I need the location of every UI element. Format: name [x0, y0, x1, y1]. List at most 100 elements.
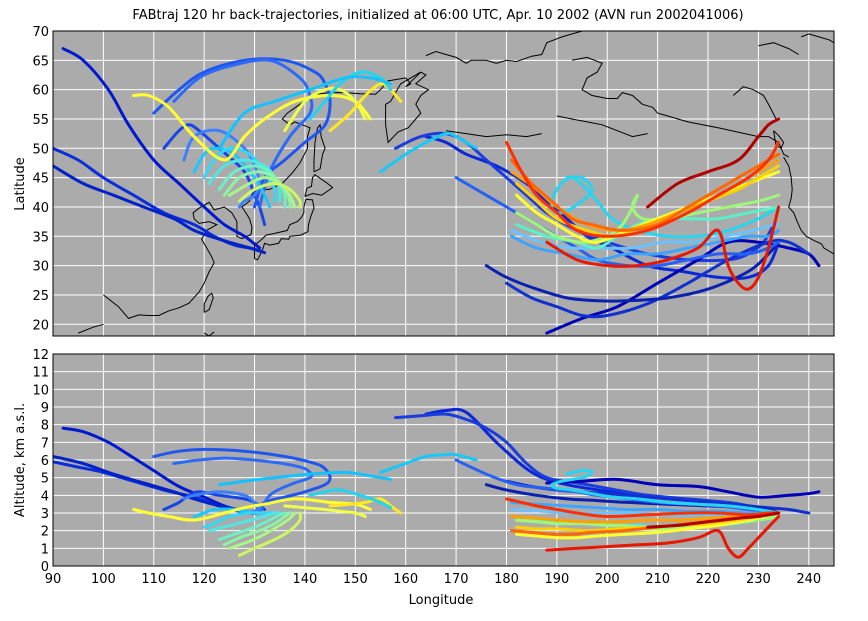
coastline-segment	[203, 292, 214, 313]
trajectory-altitude-line	[545, 515, 781, 559]
latitude-tick-labels: 20 25 30 35 40 45 50 55 60 65 70	[32, 25, 49, 333]
altitude-tick-label: 5	[41, 472, 49, 487]
trajectory-line	[505, 140, 781, 238]
trajectory-altitude-line	[237, 511, 303, 557]
altitude-tick-label: 10	[32, 383, 49, 398]
trajectory-line	[217, 164, 287, 209]
coastline-segment	[571, 56, 789, 158]
longitude-tick-label: 180	[494, 572, 519, 587]
altitude-tick-label: 2	[41, 525, 49, 540]
trajectory-line	[61, 47, 262, 250]
longitude-tick-label: 100	[91, 572, 116, 587]
trajectory-line	[227, 176, 297, 209]
coastline-segment	[203, 331, 215, 336]
altitude-tick-label: 12	[32, 348, 49, 363]
coastline-segment	[445, 130, 542, 138]
trajectory-altitude-line	[152, 447, 332, 515]
coastline-segment	[758, 42, 799, 55]
longitude-axis-label: Longitude	[409, 593, 474, 608]
trajectory-altitude-line	[217, 470, 393, 487]
latitude-axis-label: Latitude	[13, 157, 28, 211]
latitude-tick-label: 20	[32, 318, 49, 333]
altitude-tick-label: 4	[41, 489, 49, 504]
trajectory-line	[545, 239, 821, 335]
trajectory-line	[132, 93, 372, 162]
altitude-tick-label: 8	[41, 419, 49, 434]
longitude-tick-label: 150	[343, 572, 368, 587]
trajectory-altitude-line	[207, 511, 282, 533]
trajectory-altitude-line	[132, 497, 372, 522]
longitude-tick-label: 160	[393, 572, 418, 587]
altitude-tick-label: 3	[41, 507, 49, 522]
altitude-tick-label: 9	[41, 401, 49, 416]
longitude-tick-label: 130	[242, 572, 267, 587]
latitude-tick-label: 35	[32, 230, 49, 245]
map-panel: 20 25 30 35 40 45 50 55 60 65 70 Latitude	[13, 25, 835, 337]
altitude-tick-label: 7	[41, 436, 49, 451]
trajectory-line	[283, 86, 367, 133]
trajectory-line	[545, 205, 781, 291]
trajectory-line	[237, 182, 303, 209]
trajectory-altitude-line	[646, 511, 781, 529]
trajectory-altitude-line	[308, 488, 393, 510]
coastline-segment	[556, 115, 648, 138]
longitude-tick-label: 200	[595, 572, 620, 587]
altitude-trajectories	[53, 407, 821, 559]
longitude-tick-label: 170	[444, 572, 469, 587]
chart-title: FABtraj 120 hr back-trajectories, initia…	[132, 8, 743, 23]
trajectory-line	[510, 152, 781, 232]
trajectory-line	[510, 228, 781, 262]
trajectory-line	[53, 164, 267, 255]
trajectory-line	[505, 238, 811, 319]
longitude-tick-label: 120	[192, 572, 217, 587]
trajectory-altitude-line	[222, 511, 292, 547]
trajectory-line	[510, 222, 781, 250]
coastline-segment	[773, 130, 785, 150]
coastline-segment	[732, 86, 777, 120]
trajectory-line	[207, 158, 282, 203]
map-trajectories	[53, 47, 821, 335]
altitude-tick-label: 0	[41, 560, 49, 575]
latitude-tick-label: 50	[32, 142, 49, 157]
trajectory-line	[222, 170, 292, 209]
longitude-tick-label: 140	[293, 572, 318, 587]
latitude-tick-label: 60	[32, 84, 49, 99]
coastline-segment	[390, 71, 422, 102]
trajectory-line	[515, 193, 781, 244]
trajectory-altitude-line	[515, 511, 781, 540]
coastline-segment	[78, 323, 104, 334]
latitude-tick-label: 55	[32, 113, 49, 128]
latitude-tick-label: 70	[32, 25, 49, 40]
trajectory-altitude-line	[217, 511, 287, 541]
longitude-tick-label: 110	[141, 572, 166, 587]
longitude-tick-label: 230	[746, 572, 771, 587]
trajectory-altitude-line	[283, 504, 367, 518]
latitude-tick-label: 25	[32, 289, 49, 304]
trajectory-line	[646, 117, 781, 209]
coastline-segment	[425, 31, 583, 64]
coastline-segment	[254, 198, 315, 261]
latitude-tick-label: 40	[32, 201, 49, 216]
trajectory-altitude-line	[172, 456, 314, 515]
trajectory-line	[217, 75, 393, 150]
latitude-tick-label: 45	[32, 172, 49, 187]
coastline-segment	[801, 33, 834, 44]
longitude-tick-label: 220	[696, 572, 721, 587]
longitude-tick-label: 190	[544, 572, 569, 587]
trajectory-altitude-line	[550, 469, 781, 515]
trajectory-altitude-line	[505, 497, 781, 519]
coastline-segment	[304, 174, 334, 197]
longitude-tick-labels: 90 100 110 120 130 140 150 160 170 180 190 200 210 22…	[45, 572, 821, 587]
altitude-tick-label: 6	[41, 454, 49, 469]
altitude-axis-label: Altitude, km a.s.l.	[13, 403, 28, 517]
map-gridlines	[53, 31, 834, 336]
longitude-tick-label: 240	[796, 572, 821, 587]
trajectory-line	[202, 146, 277, 203]
trajectory-altitude-line	[545, 477, 821, 499]
latitude-tick-label: 65	[32, 54, 49, 69]
altitude-tick-label: 1	[41, 542, 49, 557]
map-plot-area	[52, 30, 835, 337]
